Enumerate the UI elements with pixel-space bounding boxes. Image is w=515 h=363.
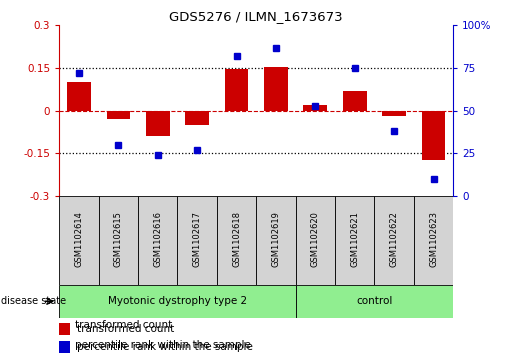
Text: GSM1102615: GSM1102615 [114,211,123,267]
Bar [256,196,296,285]
Bar [335,196,374,285]
Bar [146,111,169,136]
Text: GSM1102620: GSM1102620 [311,211,320,267]
Bar [343,91,367,111]
Bar [59,196,99,285]
Title: GDS5276 / ILMN_1673673: GDS5276 / ILMN_1673673 [169,10,343,23]
Text: GSM1102617: GSM1102617 [193,211,201,267]
Bar [177,196,217,285]
Bar [382,111,406,117]
Text: GSM1102623: GSM1102623 [429,211,438,267]
Bar [67,82,91,111]
Bar [414,196,453,285]
Bar [264,67,288,111]
Text: transformed count: transformed count [75,320,172,330]
Bar [59,285,296,318]
Bar [99,196,138,285]
Text: percentile rank within the sample: percentile rank within the sample [75,340,251,350]
Text: transformed count: transformed count [77,324,175,334]
Text: GSM1102616: GSM1102616 [153,211,162,267]
Bar [138,196,177,285]
Text: percentile rank within the sample: percentile rank within the sample [77,342,253,352]
Bar [422,111,445,160]
Bar [185,111,209,125]
Bar [225,69,248,111]
Text: GSM1102622: GSM1102622 [390,211,399,267]
Text: GSM1102614: GSM1102614 [75,211,83,267]
Bar [217,196,256,285]
Bar [296,285,453,318]
Text: GSM1102619: GSM1102619 [271,211,280,267]
Text: GSM1102618: GSM1102618 [232,211,241,267]
Bar [107,111,130,119]
Text: GSM1102621: GSM1102621 [350,211,359,267]
Text: Myotonic dystrophy type 2: Myotonic dystrophy type 2 [108,296,247,306]
Bar [374,196,414,285]
Bar [59,323,70,335]
Bar [296,196,335,285]
Text: disease state: disease state [1,296,66,306]
Bar [59,341,70,353]
Bar [303,105,327,111]
Text: control: control [356,296,392,306]
